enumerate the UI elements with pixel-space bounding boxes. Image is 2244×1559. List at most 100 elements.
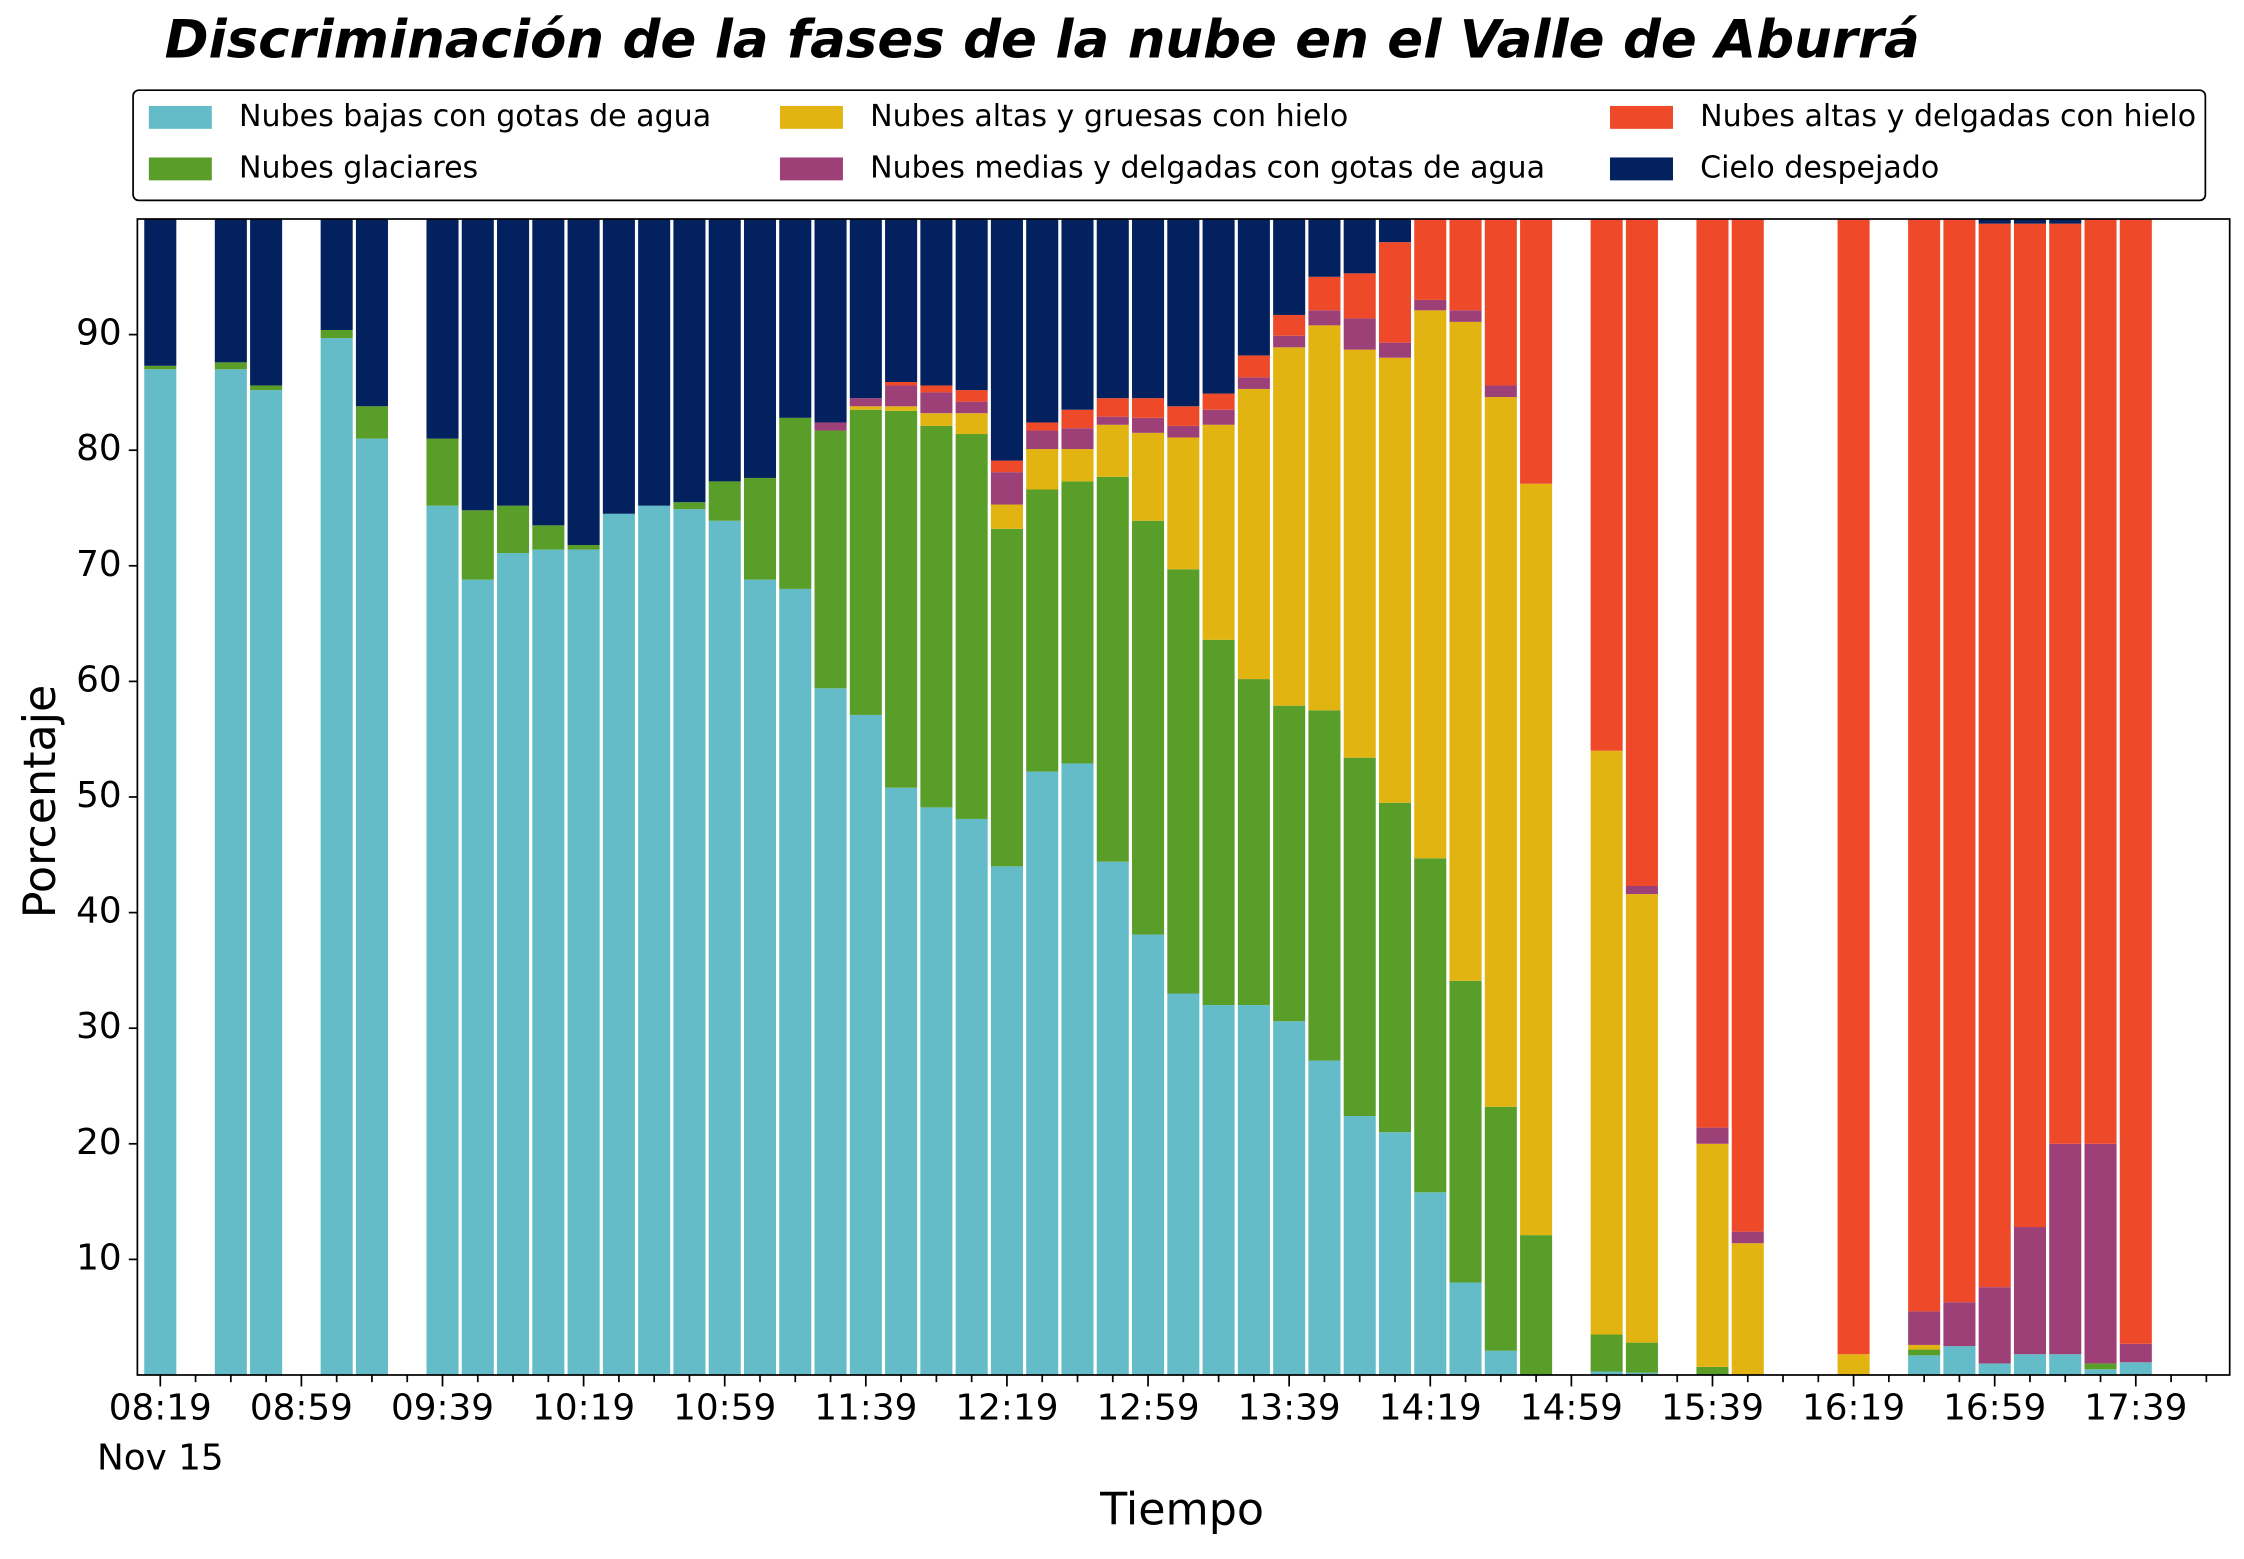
bar-segment xyxy=(1590,1371,1623,1375)
bar-segment xyxy=(1202,1005,1235,1375)
bar-segment xyxy=(1414,299,1447,311)
bar-segment xyxy=(1096,416,1129,425)
bar-segment xyxy=(144,365,177,370)
bar-segment xyxy=(638,219,671,506)
bar-segment xyxy=(1696,1143,1729,1367)
bar-segment xyxy=(1167,993,1200,1375)
bar-segment xyxy=(779,588,812,1375)
bar-segment xyxy=(2013,219,2047,224)
y-tick-label: 40 xyxy=(76,891,122,932)
x-tick-label: 10:59 xyxy=(673,1387,776,1428)
legend-swatch xyxy=(779,105,843,129)
legend-swatch xyxy=(779,157,843,181)
bar-segment xyxy=(2119,1343,2152,1363)
y-tick-label: 50 xyxy=(76,775,122,816)
bar-segment xyxy=(1378,802,1412,1133)
bar-segment xyxy=(2013,1354,2047,1375)
bar-segment xyxy=(497,553,530,1375)
bar-segment xyxy=(1449,980,1482,1283)
bar-segment xyxy=(1273,219,1306,315)
y-axis-label: Porcentaje xyxy=(15,685,66,919)
bar-segment xyxy=(1484,397,1517,1107)
bar-segment xyxy=(990,528,1023,867)
bar-segment xyxy=(1132,520,1165,935)
bar-segment xyxy=(2119,219,2152,1344)
bar-segment xyxy=(708,481,741,521)
bar-segment xyxy=(955,818,988,1375)
bar-segment xyxy=(1202,393,1235,410)
bar-segment xyxy=(1167,406,1200,426)
bar-segment xyxy=(1908,1349,1941,1356)
bar-segment xyxy=(250,219,283,386)
bar-segment xyxy=(497,505,530,554)
bar-segment xyxy=(1978,223,2011,1288)
bar-segment xyxy=(849,398,882,407)
bar-segment xyxy=(920,807,953,1375)
x-tick-label: 11:39 xyxy=(814,1387,917,1428)
bar-segment xyxy=(955,434,988,819)
bar-segment xyxy=(885,410,918,788)
y-tick-label: 30 xyxy=(76,1006,122,1047)
bar-segment xyxy=(1414,858,1447,1193)
y-tick-label: 60 xyxy=(76,659,122,700)
bar-segment xyxy=(320,329,353,339)
bar-segment xyxy=(1308,1060,1341,1375)
bar-segment xyxy=(2049,1143,2082,1355)
bar-segment xyxy=(1202,409,1235,425)
bar-segment xyxy=(532,549,565,1375)
bar-segment xyxy=(1167,569,1200,994)
bar-segment xyxy=(885,381,918,386)
legend-label: Nubes altas y gruesas con hielo xyxy=(870,99,1348,134)
bar-segment xyxy=(743,477,777,580)
bar-segment xyxy=(1590,1334,1623,1372)
bar-segment xyxy=(2084,219,2117,1144)
bar-segment xyxy=(1096,398,1129,417)
x-tick-label: 16:19 xyxy=(1802,1387,1905,1428)
bar-segment xyxy=(1978,1287,2011,1364)
bar-segment xyxy=(920,413,953,426)
bar-segment xyxy=(673,509,706,1375)
bar-segment xyxy=(1908,1355,1941,1375)
bar-segment xyxy=(1378,1132,1412,1375)
bar-segment xyxy=(1132,934,1165,1375)
bar-segment xyxy=(1237,388,1270,680)
bar-segment xyxy=(920,425,953,808)
bar-segment xyxy=(885,385,918,407)
bar-segment xyxy=(779,219,812,418)
bar-segment xyxy=(1167,437,1200,570)
bar-segment xyxy=(532,525,565,550)
bar-segment xyxy=(1837,219,1870,1355)
bar-segment xyxy=(1908,1344,1941,1350)
legend-label: Nubes altas y delgadas con hielo xyxy=(1700,99,2196,134)
x-tick-label: 08:19 xyxy=(109,1387,212,1428)
plot-frame xyxy=(136,218,2231,1376)
bar-segment xyxy=(1343,318,1376,350)
bar-segment xyxy=(1202,219,1235,394)
bar-segment xyxy=(1520,483,1553,1236)
bar-segment xyxy=(2084,1143,2117,1364)
x-date-label: Nov 15 xyxy=(97,1437,224,1478)
bar-segment xyxy=(320,219,353,330)
bar-segment xyxy=(1026,489,1059,772)
bar-segment xyxy=(1837,1354,1870,1375)
bar-segment xyxy=(1520,219,1553,484)
bar-segment xyxy=(814,430,847,689)
bar-segment xyxy=(567,219,600,545)
bar-segment xyxy=(1132,432,1165,521)
bar-segment xyxy=(1026,219,1059,423)
bar-segment xyxy=(885,406,918,411)
bar-segment xyxy=(1026,430,1059,450)
bar-segment xyxy=(814,422,847,431)
x-tick-label: 08:59 xyxy=(250,1387,353,1428)
bar-segment xyxy=(1273,314,1306,336)
bar-segment xyxy=(214,369,247,1375)
bar-segment xyxy=(1026,449,1059,490)
legend-swatch xyxy=(1610,157,1673,181)
bar-segment xyxy=(1308,276,1341,311)
bar-segment xyxy=(1625,894,1658,1343)
bar-segment xyxy=(920,385,953,393)
bar-segment xyxy=(849,219,882,399)
bar-segment xyxy=(1061,763,1094,1375)
bar-segment xyxy=(1625,1372,1658,1375)
